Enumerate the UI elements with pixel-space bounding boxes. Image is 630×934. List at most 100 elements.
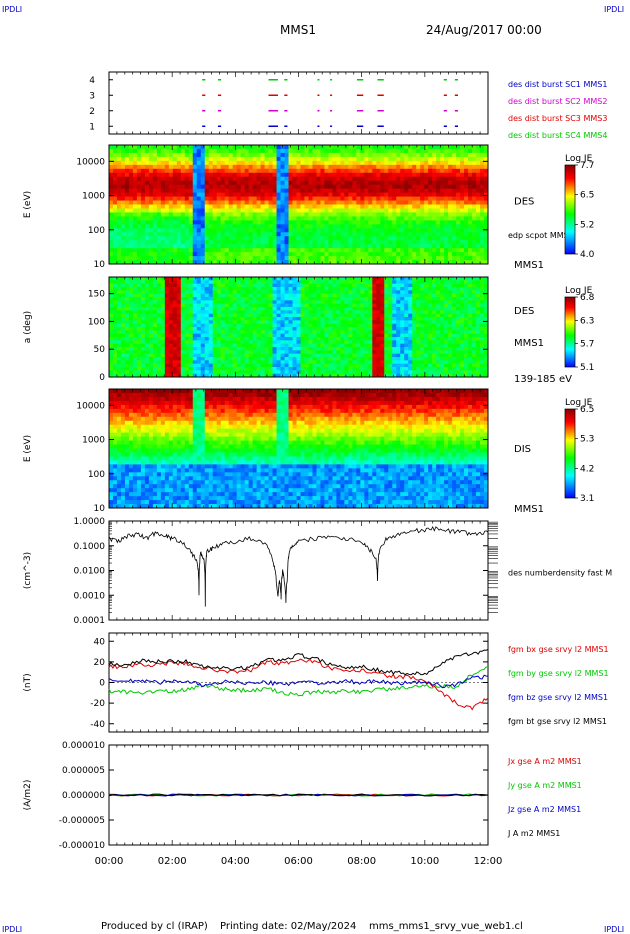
des_energy-cell <box>388 188 393 194</box>
des_energy-cell <box>452 228 457 233</box>
des_energy-cell <box>376 200 381 205</box>
des_pitch-cell <box>204 373 210 378</box>
des_energy-cell <box>260 224 266 229</box>
des_energy-cell <box>124 232 130 237</box>
des_pitch-cell <box>260 347 266 351</box>
des_pitch-cell <box>272 317 278 321</box>
des_pitch-cell <box>176 303 182 308</box>
des_energy-cell <box>420 152 425 158</box>
des_energy-cell <box>480 160 485 166</box>
des_energy-cell <box>132 196 138 202</box>
des_energy-cell <box>188 248 194 253</box>
des_pitch-cell <box>356 280 361 285</box>
des_pitch-cell <box>344 287 349 291</box>
des_pitch-cell <box>348 333 353 338</box>
des_energy-cell <box>440 212 445 217</box>
des_energy-cell <box>276 148 282 154</box>
des_pitch-cell <box>232 370 238 375</box>
des_pitch-cell <box>304 290 309 295</box>
des_energy-cell <box>252 252 258 257</box>
des_pitch-cell <box>240 317 246 321</box>
des_pitch-cell <box>316 343 321 348</box>
des_energy-cell <box>196 180 202 186</box>
des_energy-cell <box>196 160 202 166</box>
des_energy-cell <box>408 176 413 182</box>
des_pitch-cell <box>352 303 357 308</box>
des_energy-cell <box>276 212 282 217</box>
des_pitch-cell <box>156 307 162 311</box>
des_energy-cell <box>404 148 409 154</box>
des_energy-cell <box>368 164 373 170</box>
des_energy-cell <box>332 204 337 209</box>
des_energy-cell <box>416 248 421 253</box>
des_pitch-cell <box>312 337 317 341</box>
des_pitch-cell <box>128 340 134 345</box>
des_energy-cell <box>116 256 122 261</box>
des_energy-cell <box>324 168 329 174</box>
des_pitch-cell <box>136 277 142 281</box>
des_energy-cell <box>292 156 298 162</box>
des_pitch-cell <box>336 287 341 291</box>
des_pitch-cell <box>336 343 341 348</box>
des_energy-cell <box>468 164 473 170</box>
des_energy-cell <box>424 256 429 261</box>
des_pitch-cell <box>260 350 266 355</box>
des_pitch-cell <box>256 293 262 298</box>
des_energy-cell <box>156 192 162 198</box>
des_pitch-cell <box>292 373 298 378</box>
des_energy-cell <box>224 152 230 158</box>
des_pitch-cell <box>288 307 294 311</box>
des_energy-cell <box>428 180 433 186</box>
des_energy-cell <box>300 196 305 202</box>
des_energy-cell <box>484 208 489 213</box>
des_pitch-cell <box>256 317 262 321</box>
des_pitch-cell <box>184 303 190 308</box>
des_pitch-cell <box>280 333 286 338</box>
des_energy-cell <box>460 168 465 174</box>
des_energy-cell <box>184 192 190 198</box>
des_pitch-cell <box>148 353 154 358</box>
des_energy-cell <box>280 176 286 182</box>
des_pitch-cell <box>188 330 194 335</box>
des_pitch-cell <box>216 293 222 298</box>
des_pitch-cell <box>324 373 329 378</box>
des_pitch-cell <box>208 310 214 315</box>
des_pitch-cell <box>324 307 329 311</box>
des_pitch-cell <box>268 340 274 345</box>
des_pitch-cell <box>260 313 266 318</box>
des_pitch-cell <box>164 323 170 328</box>
des_energy-cell <box>164 256 170 261</box>
des_energy-cell <box>452 216 457 221</box>
des_energy-cell <box>476 248 481 253</box>
des_energy-cell <box>348 228 353 233</box>
des_pitch-cell <box>320 330 325 335</box>
des_pitch-cell <box>236 310 242 315</box>
des_pitch-cell <box>236 333 242 338</box>
des_pitch-cell <box>112 303 118 308</box>
des_pitch-cell <box>124 357 130 361</box>
des_energy-cell <box>352 204 357 209</box>
des_energy-cell <box>356 204 361 209</box>
des_energy-cell <box>296 184 301 190</box>
des_energy-cell <box>252 216 258 221</box>
des_energy-cell <box>280 212 286 217</box>
des_energy-cell <box>424 184 429 190</box>
des_energy-cell <box>368 212 373 217</box>
des_energy-cell <box>220 145 226 150</box>
des_pitch-cell <box>304 350 309 355</box>
des_pitch-cell <box>200 360 206 365</box>
des_energy-cell <box>228 252 234 257</box>
des_pitch-cell <box>236 287 242 291</box>
des_energy-cell <box>236 156 242 162</box>
des_energy-cell <box>109 188 114 194</box>
des_energy-cell <box>196 224 202 229</box>
des_energy-cell <box>248 208 254 213</box>
des_energy-cell <box>208 160 214 166</box>
des_pitch-cell <box>200 357 206 361</box>
des_energy-cell <box>212 152 218 158</box>
des_energy-cell <box>404 232 409 237</box>
des_energy-cell <box>400 188 405 194</box>
des_energy-cell <box>480 208 485 213</box>
des_energy-cell <box>396 196 401 202</box>
des_energy-cell <box>440 240 445 245</box>
